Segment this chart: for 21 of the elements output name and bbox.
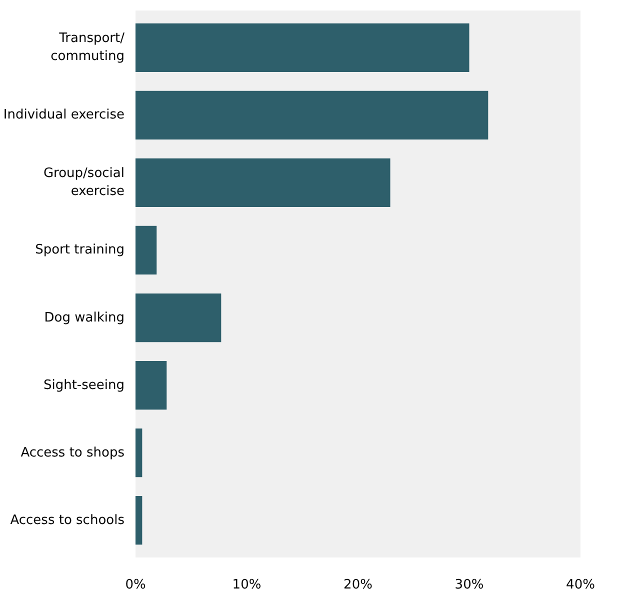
x-tick-label: 0% <box>125 578 146 592</box>
bar <box>136 158 390 208</box>
bar <box>136 23 470 72</box>
y-tick-label: Sight-seeing <box>43 378 124 393</box>
x-tick-label: 40% <box>566 578 595 592</box>
y-tick-label: Group/social exercise <box>43 166 125 200</box>
x-tick-label: 30% <box>454 578 484 592</box>
y-tick-label: Transport/ commuting <box>50 31 126 64</box>
bar <box>136 496 142 545</box>
bar <box>136 226 157 275</box>
bar <box>136 293 222 342</box>
y-tick-label: Individual exercise <box>3 108 125 123</box>
bar <box>136 90 488 140</box>
y-tick-label: Access to schools <box>10 512 125 528</box>
x-tick-label: 10% <box>232 578 262 592</box>
bar <box>136 428 142 478</box>
x-tick-label: 20% <box>344 578 372 592</box>
y-tick-label: Access to shops <box>20 445 125 460</box>
y-tick-label: Sport training <box>35 242 125 258</box>
y-tick-label: Dog walking <box>44 310 125 326</box>
bar <box>136 360 167 410</box>
